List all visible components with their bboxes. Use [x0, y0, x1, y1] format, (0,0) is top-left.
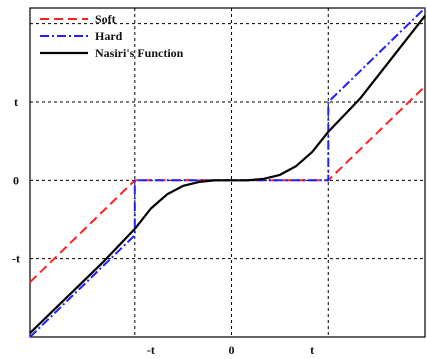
x-tick-label-2: t [310, 343, 314, 357]
series-line-2 [29, 15, 426, 334]
series-layer [29, 7, 426, 338]
grid-lines [30, 8, 425, 338]
plot-frame [29, 7, 426, 338]
series-line-1 [29, 7, 426, 338]
series-line-0 [29, 85, 426, 283]
y-tick-label-1: 0 [13, 173, 19, 187]
y-tick-label-2: -t [12, 252, 20, 266]
legend-label-1: Hard [95, 29, 123, 43]
x-tick-label-1: 0 [229, 343, 235, 357]
tick-labels: -t 0 t t 0 -t [12, 95, 314, 357]
y-tick-label-0: t [14, 95, 18, 109]
legend: Soft Hard Nasiri's Function [40, 12, 184, 60]
x-tick-label-0: -t [147, 343, 155, 357]
legend-label-2: Nasiri's Function [95, 46, 184, 60]
legend-label-0: Soft [95, 12, 116, 26]
